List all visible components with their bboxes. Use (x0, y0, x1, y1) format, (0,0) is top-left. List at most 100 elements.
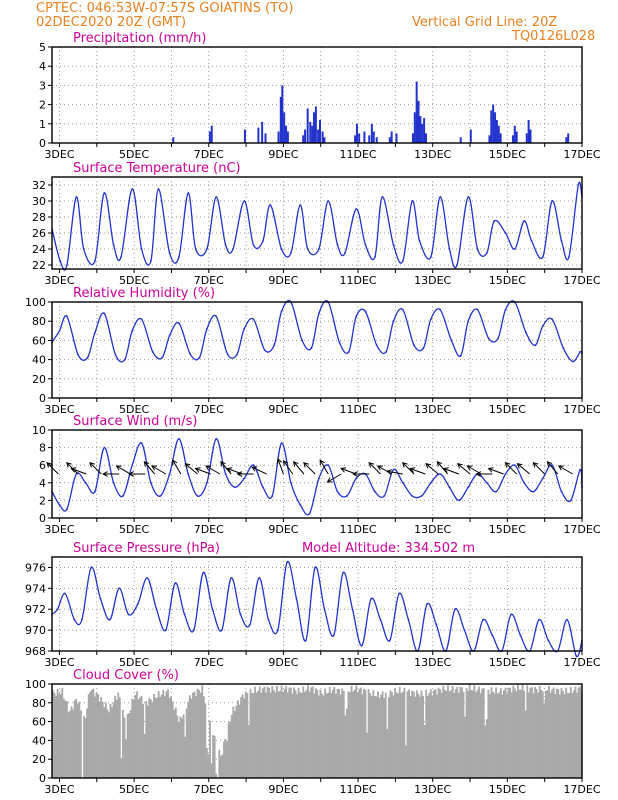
precip-bar (527, 119, 530, 143)
cloud-bar (319, 689, 322, 778)
cloud-bar (521, 684, 524, 778)
wind-arrowhead (205, 465, 212, 471)
precip-xtick-label: 7DEC (194, 148, 224, 161)
wind-arrowhead (194, 467, 201, 473)
cloud-bar (479, 693, 482, 778)
cloud-bar (275, 685, 278, 778)
rh-point (413, 344, 415, 347)
precip-bar (413, 112, 416, 143)
pres-point (304, 639, 307, 642)
rh-xtick-label: 5DEC (119, 403, 149, 416)
cloud-bar (552, 687, 555, 778)
cloud-bar (538, 685, 541, 778)
wind-arrow (457, 463, 471, 475)
pres-point (230, 576, 233, 579)
cloud-bar (498, 692, 501, 778)
wind-point (289, 481, 292, 484)
wind-arrow (517, 463, 531, 475)
wind-xtick-label: 11DEC (340, 523, 377, 536)
wind-point (420, 495, 423, 497)
wind-ytick-label: 10 (32, 424, 46, 437)
rh-ytick-label: 80 (32, 315, 46, 328)
cloud-bar (143, 734, 146, 778)
rh-point (273, 344, 275, 347)
wind-point (345, 495, 348, 497)
cloud-bar (272, 689, 275, 778)
precip-xtick-label: 13DEC (414, 148, 451, 161)
cloud-bar (405, 745, 407, 778)
temp-point (476, 248, 479, 250)
cloud-bar (515, 691, 518, 778)
cloud-bar (104, 702, 107, 778)
cloud-bar (268, 687, 271, 778)
wind-point (178, 437, 180, 440)
cloud-bar (565, 687, 568, 778)
rh-point (66, 315, 68, 318)
cloud-bar (406, 691, 409, 778)
cloud-bar (79, 710, 82, 778)
cloud-bar (423, 725, 426, 778)
cloud-bar (296, 694, 299, 778)
rh-point (497, 337, 499, 340)
cloud-bar (218, 749, 221, 778)
wind-arrow (89, 462, 102, 475)
wind-point (112, 481, 115, 484)
wind-point (336, 490, 339, 493)
rh-point (77, 353, 80, 356)
cloud-bar (492, 691, 494, 778)
cloud-bar (557, 689, 560, 778)
cloud-bar (274, 692, 277, 778)
cloud-bar (409, 696, 412, 778)
cloud-bar (286, 692, 289, 778)
wind-point (327, 464, 330, 467)
rh-point (487, 337, 490, 340)
cloud-bar (132, 699, 135, 778)
wind-point (168, 473, 171, 475)
wind-arrowhead (326, 477, 333, 483)
cloud-bar (429, 689, 432, 778)
precip-xtick-label: 3DEC (44, 148, 74, 161)
rh-point (525, 331, 527, 334)
wind-point (560, 490, 563, 493)
precip-bar (208, 131, 211, 143)
temp-point (541, 256, 544, 258)
wind-arrowhead (401, 461, 408, 468)
rh-xtick-label: 7DEC (194, 403, 224, 416)
precip-bar (390, 131, 393, 143)
cloud-bar (230, 714, 233, 778)
cloud-bar (257, 690, 260, 778)
wind-point (569, 499, 572, 502)
cloud-bar (391, 692, 393, 778)
precip-bar (355, 123, 358, 143)
cloud-bar (335, 693, 337, 778)
wind-xtick-label: 9DEC (268, 523, 298, 536)
precip-ytick-label: 1 (39, 118, 46, 131)
wind-point (504, 473, 507, 475)
cloud-bar (344, 715, 347, 778)
rh-point (401, 308, 404, 311)
temp-point (401, 260, 404, 262)
temp-point (429, 256, 432, 258)
cloud-bar (366, 732, 368, 778)
rh-point (178, 322, 180, 325)
cloud-bar (490, 687, 493, 778)
temp-point (82, 248, 85, 250)
precip-bar (497, 125, 500, 143)
rh-ytick-label: 0 (39, 392, 46, 405)
cloud-bar (415, 690, 418, 778)
cloud-bar (261, 688, 264, 778)
cloud-bar (520, 689, 522, 778)
cloud-bar (190, 698, 193, 778)
cloud-bar (512, 685, 515, 778)
temp-point (120, 256, 122, 258)
temp-point (551, 200, 554, 202)
cloud-bar (353, 689, 356, 778)
wind-arrow (436, 461, 449, 475)
cloud-bar (299, 692, 302, 778)
cloud-bar (120, 758, 123, 778)
cloud-bar (535, 688, 538, 778)
cloud-bar (69, 710, 71, 778)
cloud-bar (170, 695, 173, 778)
temp-point (157, 188, 160, 190)
temp-point (140, 248, 143, 250)
